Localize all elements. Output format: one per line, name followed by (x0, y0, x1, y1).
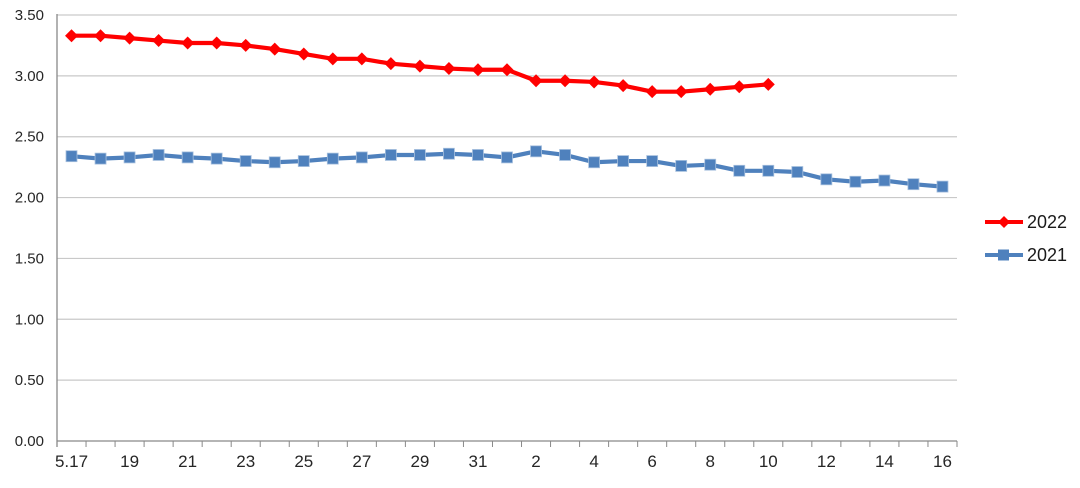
legend-item-2021: 2021 (983, 244, 1067, 266)
axis-lines (56, 14, 957, 447)
series-2022 (65, 29, 775, 99)
legend-2022-line-marker-icon (985, 216, 1023, 228)
svg-text:2.00: 2.00 (15, 190, 44, 207)
svg-text:21: 21 (178, 452, 197, 471)
svg-text:0.50: 0.50 (15, 372, 44, 389)
svg-text:25: 25 (294, 452, 313, 471)
svg-text:5.17: 5.17 (55, 452, 88, 471)
svg-text:29: 29 (410, 452, 429, 471)
svg-text:27: 27 (352, 452, 371, 471)
svg-text:19: 19 (120, 452, 139, 471)
svg-text:23: 23 (236, 452, 255, 471)
x-axis-labels: 5.17 19 21 23 25 27 29 31 2 4 6 8 10 12 14 16 (55, 452, 952, 471)
y-axis-labels: 0.00 0.50 1.00 1.50 2.00 2.50 3.00 3.50 (15, 7, 44, 450)
legend: 2022 2021 (983, 211, 1067, 266)
svg-text:0.00: 0.00 (15, 433, 44, 450)
svg-text:12: 12 (817, 452, 836, 471)
svg-text:1.50: 1.50 (15, 250, 44, 267)
legend-label-2022: 2022 (1027, 212, 1068, 232)
svg-text:31: 31 (469, 452, 488, 471)
svg-text:1.00: 1.00 (15, 311, 44, 328)
legend-label-2021: 2021 (1027, 245, 1068, 265)
legend-2021-line-marker-icon (985, 249, 1023, 261)
svg-text:16: 16 (933, 452, 952, 471)
x-axis-ticks (56, 441, 958, 447)
svg-text:10: 10 (759, 452, 778, 471)
svg-text:3.00: 3.00 (15, 68, 44, 85)
svg-text:3.50: 3.50 (15, 7, 44, 24)
svg-text:8: 8 (705, 452, 714, 471)
svg-text:4: 4 (589, 452, 598, 471)
svg-text:14: 14 (875, 452, 894, 471)
legend-item-2022: 2022 (983, 211, 1067, 233)
svg-text:2.50: 2.50 (15, 129, 44, 146)
svg-text:2: 2 (531, 452, 540, 471)
series-2021 (65, 145, 949, 193)
svg-text:6: 6 (647, 452, 656, 471)
